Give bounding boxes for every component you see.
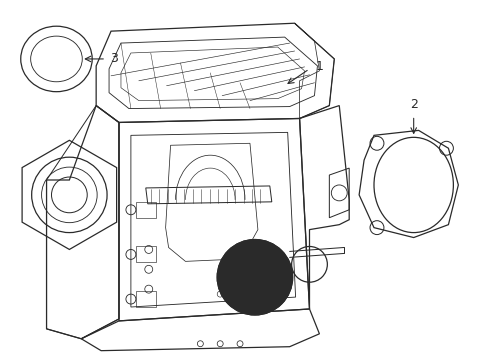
Text: 2: 2 — [410, 98, 417, 111]
Circle shape — [217, 239, 293, 315]
Text: 3: 3 — [110, 53, 118, 66]
Text: 1: 1 — [316, 60, 323, 73]
